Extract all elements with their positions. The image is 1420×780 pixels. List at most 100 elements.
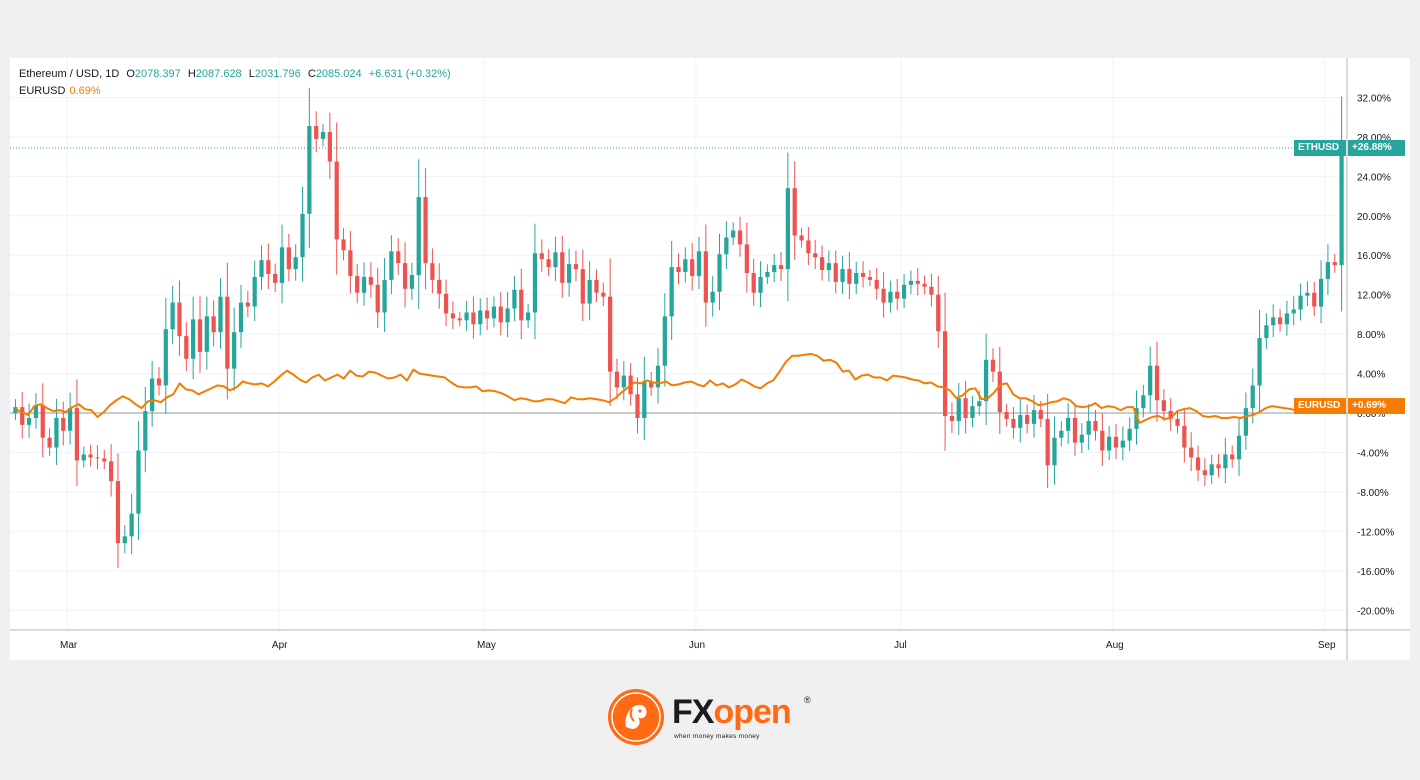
ethusd-candle-body (553, 252, 558, 268)
ethusd-candle-body (1011, 418, 1016, 428)
x-tick-label: Jul (894, 640, 907, 651)
y-tick-label: 4.00% (1357, 370, 1385, 381)
ethusd-candle-body (491, 306, 497, 319)
top-band (0, 0, 1420, 48)
ethusd-candle-body (1332, 262, 1337, 266)
ethusd-candle-body (813, 253, 818, 258)
brand-wordmark: FXopen (672, 693, 792, 731)
registered-mark: ® (804, 695, 811, 705)
ethusd-candle-body (833, 263, 838, 282)
ethusd-candle-body (799, 235, 804, 241)
ethusd-candle-body (211, 316, 216, 333)
eurusd-line (14, 352, 1342, 424)
ethusd-candle-body (273, 273, 278, 283)
ethusd-candle-body (1291, 309, 1296, 314)
ethusd-candle-body (259, 260, 264, 277)
ethusd-candle-body (430, 263, 435, 280)
ethusd-candle-body (1175, 418, 1180, 426)
ethusd-candle-body (608, 296, 613, 372)
ethusd-candle-body (1277, 317, 1283, 325)
ethusd-candle-body (785, 188, 790, 270)
x-tick-label: Apr (272, 640, 288, 651)
ethusd-candle-body (1202, 470, 1207, 476)
ethusd-candle-body (649, 381, 654, 388)
ethusd-candle-body (525, 312, 531, 321)
ethusd-candle-body (908, 280, 914, 285)
ethusd-candle-body (67, 408, 73, 431)
ethusd-candle-body (1209, 464, 1214, 476)
ethusd-candle-body (197, 319, 203, 352)
ethusd-candle-body (81, 454, 86, 461)
ethusd-candle-body (334, 161, 339, 240)
ethusd-candle-body (696, 251, 702, 276)
ethusd-candle-body (1161, 400, 1166, 412)
ethusd-candle-body (47, 437, 52, 448)
ethusd-candle-body (1038, 410, 1043, 419)
x-tick-label: May (477, 640, 496, 651)
ethusd-candle-body (1189, 447, 1194, 458)
ethusd-candle-body (191, 319, 196, 359)
ethusd-candle-body (1182, 425, 1187, 448)
ethusd-candle-body (1298, 295, 1303, 310)
ethusd-candle-body (676, 267, 681, 273)
y-tick-label: 12.00% (1357, 291, 1391, 302)
ethusd-candle-body (61, 417, 66, 431)
ethusd-candle-body (1134, 408, 1139, 429)
ethusd-candle-body (1318, 278, 1324, 307)
ethusd-candle-body (150, 378, 155, 412)
ethusd-candle-body (587, 279, 592, 304)
ethusd-candle-body (437, 279, 442, 294)
ethusd-candle-body (184, 336, 189, 359)
ethusd-candle-body (1031, 410, 1037, 424)
ethusd-candle-body (847, 269, 852, 284)
ethusd-candle-body (170, 302, 175, 330)
chart-svg[interactable]: 32.00% 28.00% 24.00% 20.00% 16.00% 12.00% 8.00… (10, 58, 1410, 660)
ethusd-candle-body (348, 250, 353, 276)
ethusd-candle-body (621, 375, 626, 388)
ethusd-candle-body (1325, 262, 1331, 279)
ethusd-candle-body (1236, 435, 1242, 460)
ethusd-price-tag-name: ETHUSD (1294, 139, 1346, 156)
footer: FXopen ® when money makes money (0, 662, 1420, 780)
ethusd-candle-body (1100, 430, 1105, 451)
ethusd-candle-body (819, 257, 825, 271)
y-tick-label: -20.00% (1357, 606, 1394, 617)
y-tick-label: 32.00% (1357, 93, 1391, 104)
ethusd-candle-body (1250, 385, 1255, 409)
ethusd-candle-body (143, 411, 148, 451)
ethusd-candle-body (922, 283, 927, 287)
ethusd-candle-body (204, 316, 209, 352)
ethusd-candle-body (683, 259, 688, 273)
ethusd-candle-body (737, 230, 743, 245)
ethusd-candle-body (1059, 430, 1064, 438)
ethusd-candle-body (1305, 292, 1310, 296)
ethusd-candle-body (772, 265, 777, 273)
brand-tagline: when money makes money (674, 733, 760, 740)
ethusd-candle-body (1141, 395, 1146, 409)
ethusd-candle-body (867, 276, 873, 280)
ethusd-candle-body (567, 264, 572, 283)
ethusd-candle-body (751, 272, 756, 293)
ethusd-candle-body (26, 417, 32, 425)
ethusd-candle-body (560, 252, 565, 283)
ethusd-candle-body (915, 280, 920, 284)
ethusd-candle-body (156, 378, 162, 386)
chart-panel[interactable]: 32.00% 28.00% 24.00% 20.00% 16.00% 12.00% 8.00… (10, 58, 1410, 660)
ethusd-candle-body (136, 450, 141, 514)
ethusd-candle-body (936, 294, 941, 332)
ethusd-candle-body (122, 536, 127, 544)
ethusd-candle-body (1079, 434, 1084, 443)
ethusd-candle-body (655, 365, 661, 388)
ethusd-candle-body (1127, 428, 1132, 441)
ethusd-candle-body (546, 259, 551, 268)
ethusd-candle-body (840, 269, 845, 282)
ethusd-candle-body (1230, 454, 1235, 460)
x-tick-label: Mar (60, 640, 78, 651)
ethusd-candle-body (1018, 415, 1023, 428)
ethusd-candle-body (307, 126, 312, 214)
ethusd-candle-body (1072, 417, 1078, 443)
fxopen-logo[interactable]: FXopen ® when money makes money (608, 689, 828, 747)
x-tick-label: Jun (689, 640, 705, 651)
ethusd-candle-body (396, 251, 401, 264)
ethusd-candle-body (102, 458, 107, 462)
